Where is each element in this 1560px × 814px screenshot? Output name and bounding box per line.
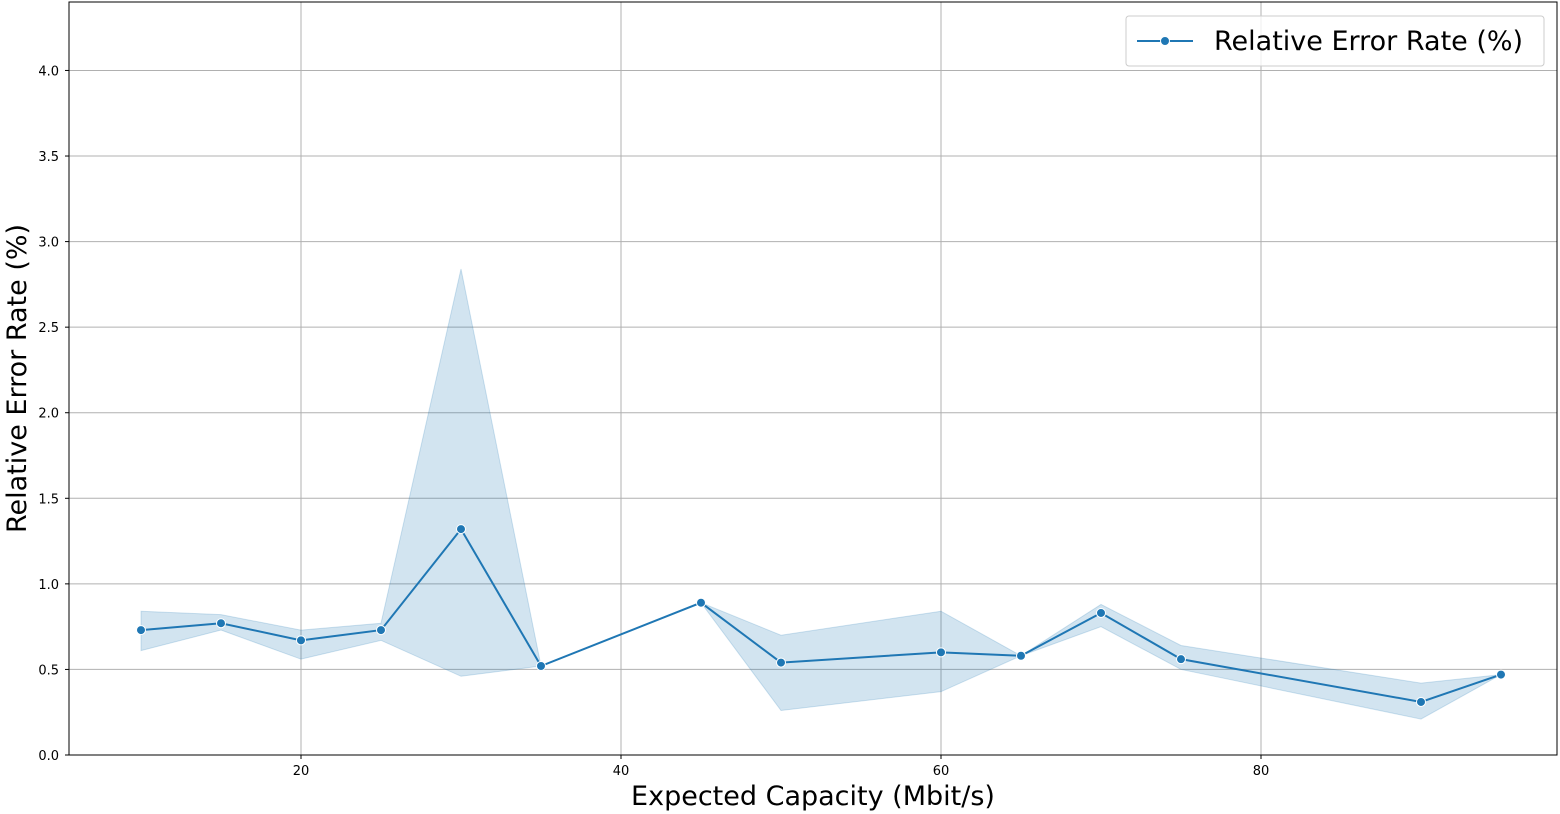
x-axis-label: Expected Capacity (Mbit/s) [631, 781, 995, 812]
x-tick-label: 60 [933, 764, 950, 779]
confidence-band-area [140, 268, 1502, 720]
y-axis-ticks: 0.0 0.5 1.0 1.5 2.0 2.5 3.0 3.5 4.0 [38, 64, 69, 764]
data-point [1096, 607, 1106, 618]
series-line [140, 527, 1502, 703]
y-tick-label: 0.0 [38, 749, 59, 764]
data-point [1176, 654, 1186, 665]
y-tick-label: 3.0 [38, 236, 59, 251]
data-point [696, 597, 706, 608]
y-tick-label: 1.0 [38, 578, 59, 593]
data-point [1496, 669, 1506, 680]
y-tick-label: 4.0 [38, 64, 59, 79]
data-point [776, 657, 786, 668]
data-point [456, 524, 466, 535]
data-point [216, 618, 226, 629]
x-tick-label: 20 [293, 764, 310, 779]
confidence-band [140, 268, 1502, 720]
data-point [1416, 696, 1426, 707]
x-tick-label: 80 [1253, 764, 1270, 779]
y-tick-label: 1.5 [38, 492, 59, 507]
y-tick-label: 2.0 [38, 407, 59, 422]
legend-box [1125, 15, 1545, 67]
y-tick-label: 0.5 [38, 663, 59, 678]
legend-entry-label: Relative Error Rate (%) [1214, 26, 1523, 57]
y-axis-label: Relative Error Rate (%) [2, 224, 33, 533]
data-point [296, 635, 306, 646]
grid [69, 2, 1557, 756]
y-tick-label: 2.5 [38, 321, 59, 336]
data-point [536, 661, 546, 672]
plot-frame [68, 1, 1558, 756]
y-tick-label: 3.5 [38, 150, 59, 165]
series-markers [136, 524, 1506, 707]
x-axis-ticks: 20 40 60 80 [293, 755, 1270, 779]
x-tick-label: 40 [613, 764, 630, 779]
legend: Relative Error Rate (%) [1125, 15, 1545, 67]
data-point [1016, 650, 1026, 661]
legend-marker-icon [1160, 36, 1170, 46]
data-point [376, 625, 386, 636]
data-point [136, 625, 146, 636]
data-point [936, 647, 946, 658]
series-line-path [140, 527, 1502, 703]
